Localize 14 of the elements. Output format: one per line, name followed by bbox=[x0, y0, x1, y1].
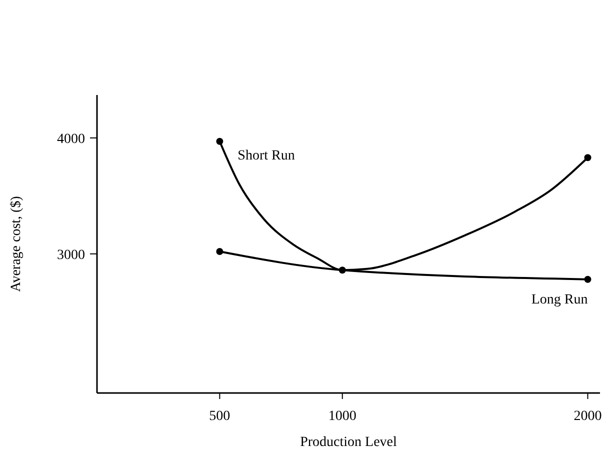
y-tick-label: 3000 bbox=[57, 248, 85, 263]
y-tick-label: 4000 bbox=[57, 132, 85, 147]
point bbox=[584, 276, 592, 283]
series-label: Long Run bbox=[531, 292, 588, 308]
x-axis-title: Production Level bbox=[300, 435, 398, 450]
point bbox=[216, 248, 224, 256]
series-label: Short Run bbox=[238, 148, 295, 164]
point bbox=[338, 266, 346, 274]
point bbox=[216, 138, 224, 145]
y-axis-title: Average cost, ($) bbox=[9, 196, 24, 292]
point bbox=[584, 154, 592, 162]
x-tick-label: 2000 bbox=[574, 409, 602, 424]
x-tick-label: 1000 bbox=[328, 409, 356, 424]
x-tick-label: 500 bbox=[209, 409, 230, 424]
